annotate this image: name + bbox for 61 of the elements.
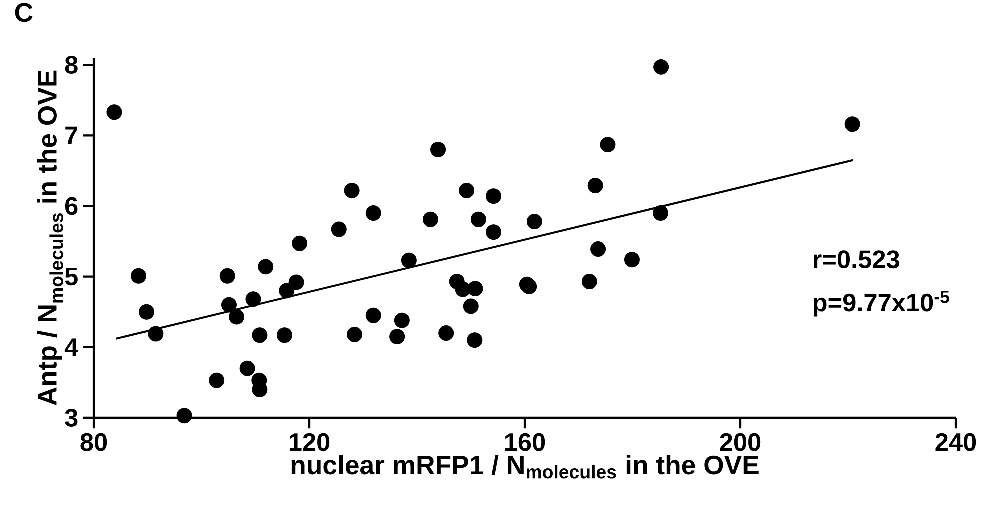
x-tick-label: 120 [290,433,330,452]
y-tick-label: 7 [66,126,78,144]
x-tick-label: 80 [80,433,108,452]
point [292,236,308,252]
point [467,332,483,348]
point [209,372,225,388]
point [229,309,245,325]
x-tick-label: 200 [720,433,761,452]
point [347,326,362,342]
point [470,212,486,228]
annotation: r=0.523 [814,250,900,269]
annotation: p=9.77x10$^{-5}$ [814,290,950,317]
point [252,328,268,344]
point [331,222,347,238]
point [844,116,860,132]
point [130,268,146,284]
y-tick-label: 6 [65,197,78,216]
y-tick-label: 8 [65,56,78,74]
point [246,292,262,308]
point [366,308,382,324]
y-tick-label: 3 [65,408,78,427]
point [139,304,155,320]
point [390,329,406,345]
point [220,268,236,284]
point [148,326,164,342]
y-tick-label: 5 [65,268,78,286]
point [654,59,670,75]
point [653,206,669,222]
point [600,137,616,153]
point [459,182,475,198]
point [422,212,438,228]
point [486,224,502,240]
point [438,326,454,342]
point [582,274,598,290]
point [590,242,606,258]
point [486,188,502,204]
point [222,297,237,313]
chart-title: C [15,3,33,22]
point [624,252,640,268]
x-axis-title: $\text{\bfseries nuclear mRFP1 / N}_{\text{\bfseries molecules}}\text{\bfseries\ in the OVE}$ [292,455,759,479]
point [468,281,484,297]
point [401,252,417,268]
point [526,214,542,230]
point [394,312,410,328]
point [258,259,274,275]
point [463,298,479,314]
point [455,282,471,298]
point [588,178,604,194]
point [430,142,446,158]
x-tick-label: 240 [936,433,976,452]
point [276,328,292,344]
point [366,206,382,222]
y-axis-title: $\text{\bfseries Antp / N}_{\text{\bfseries molecules}}\text{\bfseries\ in the OVE}$ [37,70,64,406]
x-tick-label: 160 [505,433,546,452]
y-tick-label: 4 [64,338,78,356]
point [106,104,122,120]
point [176,408,192,424]
point [240,360,256,376]
point [288,274,304,290]
point [344,182,360,198]
point [279,283,295,299]
